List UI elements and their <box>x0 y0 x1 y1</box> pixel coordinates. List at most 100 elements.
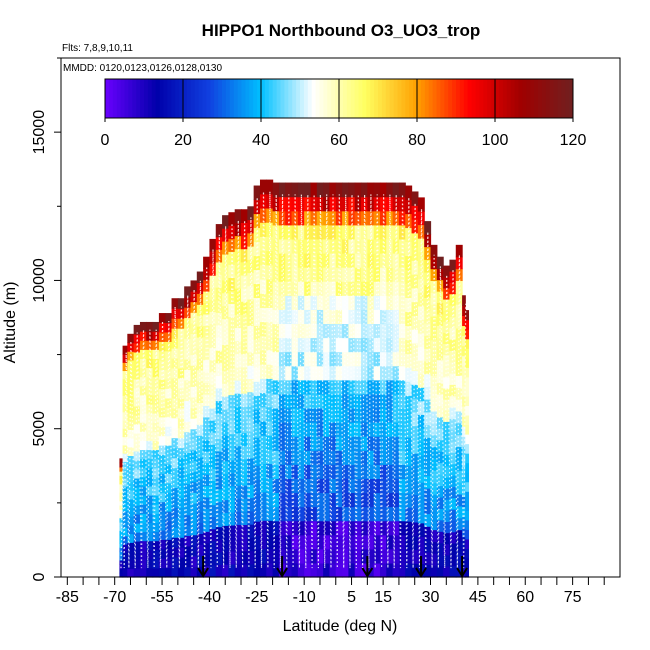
heatmap-cell <box>348 295 356 310</box>
heatmap-cell <box>348 337 356 353</box>
heatmap-cell <box>177 447 185 459</box>
heatmap-cell <box>465 310 470 321</box>
heatmap-cell <box>361 436 368 451</box>
heatmap-cell <box>379 182 387 198</box>
colorbar-segment <box>471 79 476 118</box>
heatmap-cell <box>455 399 463 412</box>
heatmap-cell <box>177 507 185 518</box>
heatmap-cell <box>278 393 286 409</box>
heatmap-cell <box>304 492 312 508</box>
heatmap-cell <box>152 567 160 578</box>
colorbar-segment <box>183 79 188 118</box>
heatmap-cell <box>430 470 438 483</box>
colorbar-segment <box>549 79 554 118</box>
heatmap-cell <box>430 375 438 388</box>
heatmap-cell <box>310 295 318 310</box>
heatmap-cell <box>259 364 267 379</box>
heatmap-cell <box>253 367 261 382</box>
heatmap-cell <box>342 337 349 353</box>
heatmap-cell <box>361 506 368 522</box>
heatmap-cell <box>241 393 248 407</box>
heatmap-cell <box>139 358 147 369</box>
heatmap-cell <box>203 336 211 349</box>
heatmap-cell <box>259 335 267 351</box>
heatmap-cell <box>361 548 368 564</box>
heatmap-cell <box>247 206 255 221</box>
heatmap-cell <box>127 359 135 370</box>
heatmap-cell <box>379 351 387 367</box>
heatmap-cell <box>152 331 160 341</box>
heatmap-cell <box>171 467 179 479</box>
colorbar-segment <box>300 79 305 118</box>
heatmap-cell <box>222 538 229 552</box>
heatmap-cell <box>152 522 160 533</box>
heatmap-cell <box>335 562 343 578</box>
heatmap-cell <box>122 428 128 438</box>
heatmap-cell <box>253 437 261 452</box>
colorbar-segment <box>288 79 293 118</box>
heatmap-cell <box>222 512 229 526</box>
heatmap-cell <box>297 238 305 254</box>
heatmap-cell <box>304 238 312 254</box>
heatmap-cell <box>190 545 198 557</box>
heatmap-cell <box>417 238 425 253</box>
heatmap-cell <box>379 492 387 508</box>
heatmap-cell <box>323 365 331 381</box>
colorbar-segment <box>272 79 278 118</box>
heatmap-cell <box>203 268 211 281</box>
heatmap-cell <box>133 333 141 344</box>
heatmap-cell <box>392 534 400 550</box>
heatmap-cell <box>133 486 141 497</box>
heatmap-cell <box>424 526 432 540</box>
heatmap-cell <box>316 295 324 310</box>
heatmap-cell <box>209 552 217 566</box>
heatmap-cell <box>304 534 312 550</box>
heatmap-cell <box>158 492 166 503</box>
heatmap-cell <box>203 393 211 407</box>
heatmap-cell <box>247 457 255 472</box>
heatmap-cell <box>354 379 362 395</box>
heatmap-cell <box>462 375 466 387</box>
heatmap-cell <box>119 517 124 523</box>
heatmap-cell <box>184 525 192 537</box>
heatmap-cell <box>203 428 211 441</box>
heatmap-cell <box>335 548 343 564</box>
heatmap-cell <box>171 557 179 568</box>
heatmap-cell <box>278 224 286 240</box>
heatmap-cell <box>190 280 198 292</box>
heatmap-cell <box>253 395 261 410</box>
colorbar-segment <box>522 79 527 118</box>
heatmap-cell <box>278 450 286 465</box>
heatmap-cell <box>405 507 413 522</box>
heatmap-cell <box>122 519 128 529</box>
heatmap-cell <box>133 540 141 551</box>
heatmap-cell <box>348 450 356 465</box>
heatmap-cell <box>411 356 419 372</box>
heatmap-cell <box>177 397 185 409</box>
heatmap-cell <box>379 422 387 437</box>
heatmap-cell <box>462 476 466 488</box>
heatmap-cell <box>392 422 400 437</box>
heatmap-cell <box>127 411 135 422</box>
heatmap-cell <box>329 450 337 465</box>
heatmap-cell <box>127 516 135 526</box>
heatmap-cell <box>367 253 375 268</box>
heatmap-cell <box>165 397 173 408</box>
colorbar-segment <box>342 79 348 118</box>
heatmap-cell <box>215 413 223 427</box>
heatmap-cell <box>417 495 425 510</box>
heatmap-cell <box>335 379 343 395</box>
heatmap-cell <box>259 307 267 323</box>
heatmap-cell <box>342 182 349 198</box>
heatmap-cell <box>297 365 305 381</box>
heatmap-cell <box>373 337 381 353</box>
heatmap-cell <box>285 337 293 353</box>
heatmap-cell <box>462 536 466 548</box>
heatmap-cell <box>222 460 229 475</box>
heatmap-cell <box>266 378 274 394</box>
heatmap-cell <box>146 540 154 551</box>
colorbar-segment <box>315 79 320 118</box>
heatmap-cell <box>234 366 242 381</box>
heatmap-cell <box>335 337 343 353</box>
heatmap-cell <box>329 562 337 578</box>
